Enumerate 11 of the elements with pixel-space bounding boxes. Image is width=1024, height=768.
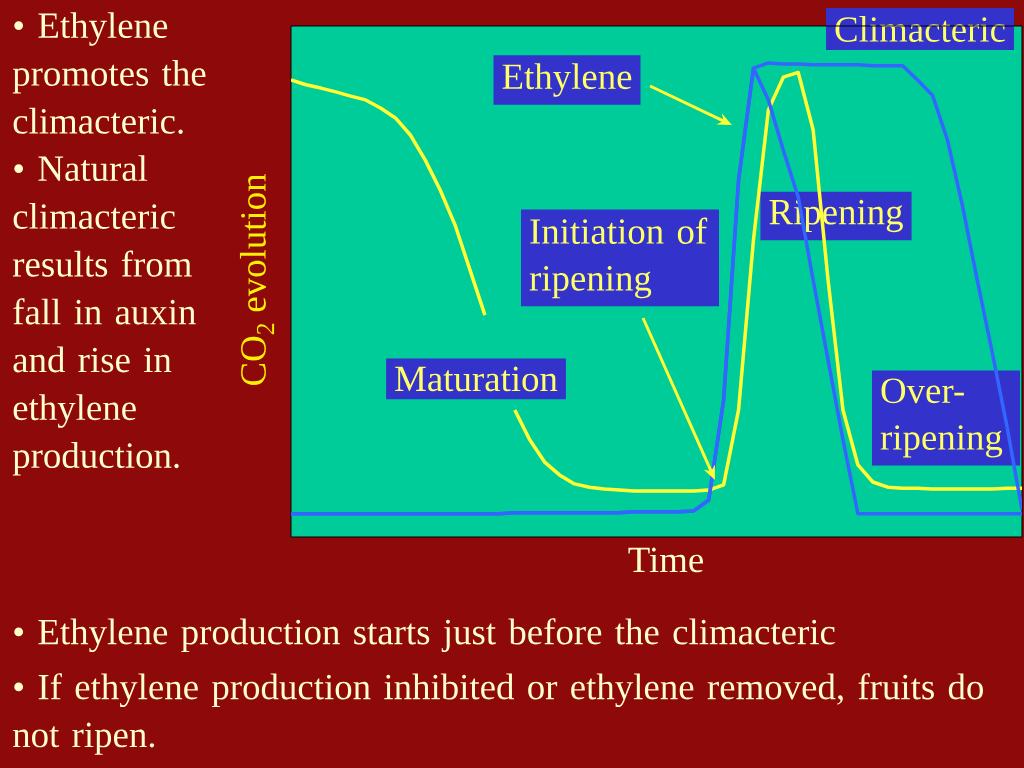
text: • If ethylene production inhibited or ethylene removed, fruits do not ripen. [13, 673, 983, 755]
text: • Ethylene production starts just before the climacteric [14, 618, 835, 653]
annotation: Maturation [395, 366, 558, 392]
annotation: Ethylene [502, 63, 632, 97]
x-axis-title: Time [628, 547, 703, 573]
annotation: Over-ripening [880, 378, 1003, 458]
text: • Ethylene promotes the climacteric. [12, 12, 206, 134]
text: Climacteric [835, 16, 1005, 42]
annotation: Initiation of ripening [529, 217, 708, 299]
y-axis-title: CO$_{2}$ evolution [239, 173, 275, 385]
text: • Natural climacteric results from fall in auxin and rise in ethylene production. [12, 155, 196, 476]
